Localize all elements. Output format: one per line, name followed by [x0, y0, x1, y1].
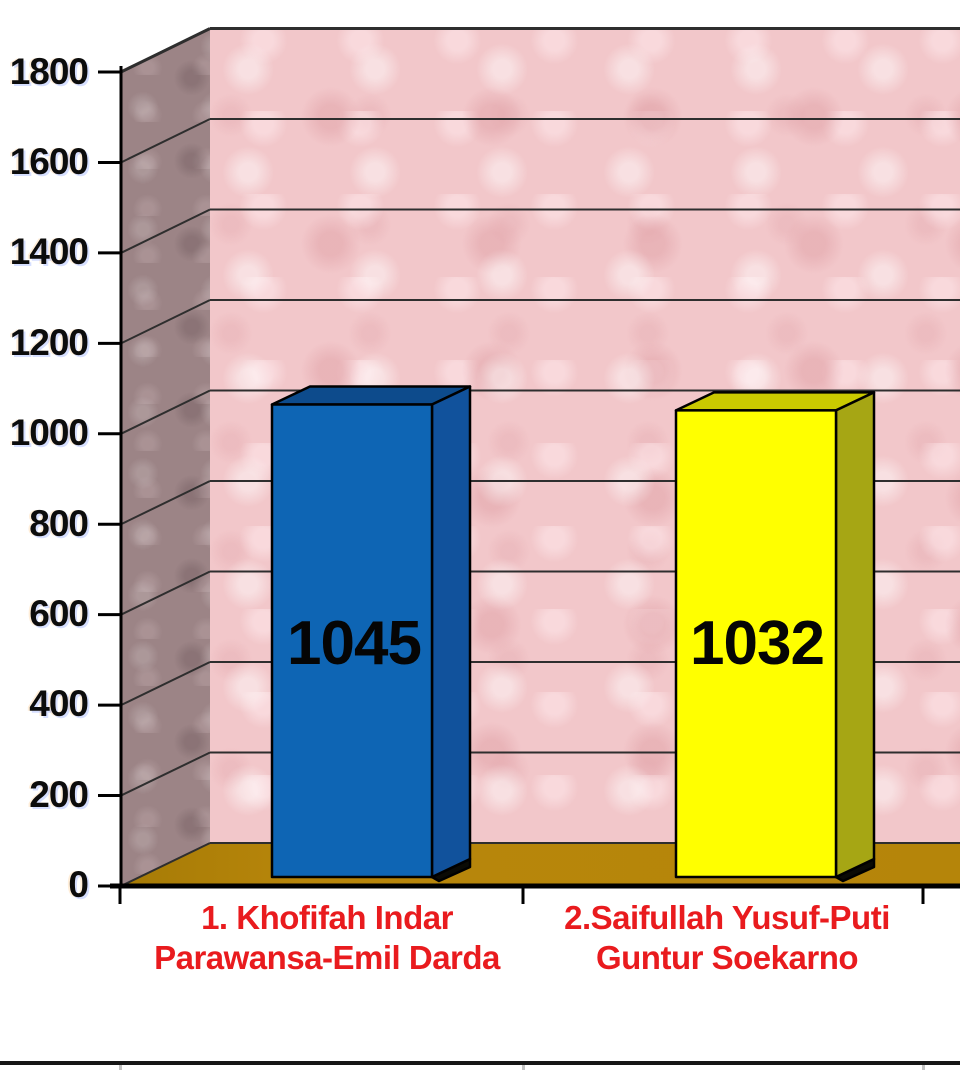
bar-column-2	[674, 391, 876, 883]
y-axis-label-1400: 1400	[9, 231, 89, 272]
gridline-diagonal-800	[120, 480, 211, 526]
gridline-diagonal-200	[120, 751, 211, 797]
category-label-1: 1. Khofifah Indar Parawansa-Emil Darda	[92, 898, 562, 978]
table-border-tick	[522, 1065, 525, 1070]
gridline-diagonal-1200	[120, 299, 211, 345]
y-axis-label-1800: 1800	[9, 51, 89, 92]
gridline-diagonal-400	[120, 661, 211, 707]
gridline-diagonal-0	[120, 842, 211, 887]
gridline-diagonal-1800	[120, 27, 211, 74]
y-axis-label-0: 0	[68, 864, 89, 905]
bar-column-1	[270, 385, 472, 883]
y-axis-label-800: 800	[29, 503, 89, 544]
table-top-border	[0, 1061, 960, 1065]
gridline-diagonal-1400	[120, 208, 211, 254]
chart-left-wall	[121, 28, 210, 886]
category-label-1-line-1: 1. Khofifah Indar	[201, 899, 453, 936]
y-axis-label-1600: 1600	[9, 141, 89, 182]
y-axis-label-1000: 1000	[9, 412, 89, 453]
bar-front-face	[674, 409, 838, 879]
gridline-diagonal-1000	[120, 389, 211, 435]
gridline-diagonal-600	[120, 570, 211, 616]
category-label-1-line-2: Parawansa-Emil Darda	[154, 939, 500, 976]
y-axis-label-1200: 1200	[9, 322, 89, 363]
category-label-2: 2.Saifullah Yusuf-Puti Guntur Soekarno	[492, 898, 960, 978]
y-axis-label-200: 200	[29, 774, 89, 815]
bar-value-label-2: 1032	[690, 609, 825, 678]
bar-value-label-1: 1045	[287, 609, 422, 678]
table-border-tick	[119, 1065, 122, 1070]
table-border-tick	[922, 1065, 925, 1070]
category-label-2-line-1: 2.Saifullah Yusuf-Puti	[564, 899, 890, 936]
gridline-diagonal-1600	[120, 118, 211, 164]
bar-front-face	[270, 403, 434, 879]
y-axis-label-400: 400	[29, 683, 89, 724]
y-axis-label-600: 600	[29, 593, 89, 634]
category-label-2-line-2: Guntur Soekarno	[595, 939, 859, 976]
